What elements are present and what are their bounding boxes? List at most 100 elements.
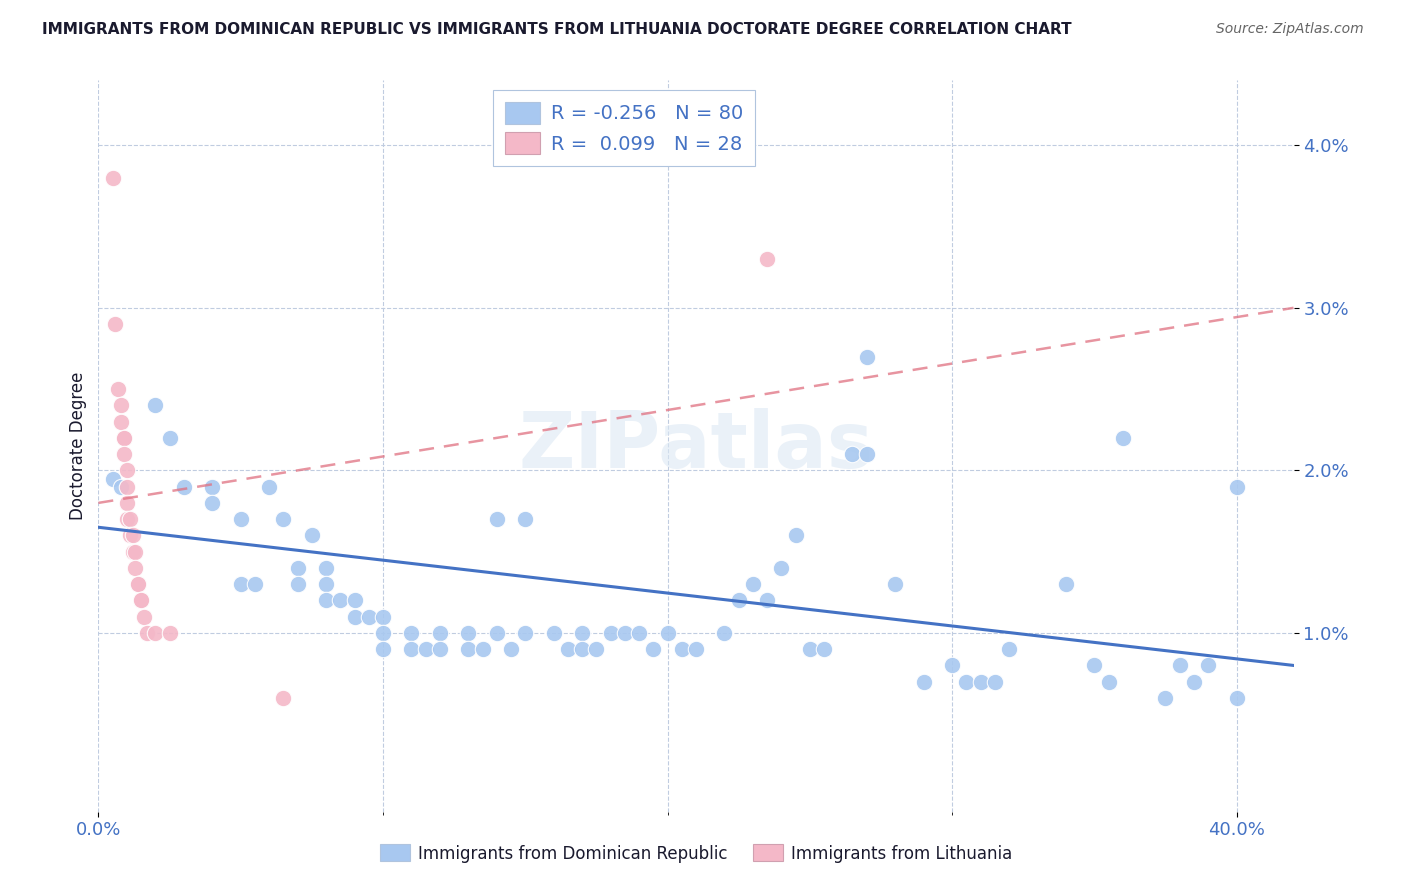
Point xyxy=(969,674,991,689)
Point xyxy=(984,674,1007,689)
Point xyxy=(357,609,380,624)
Point xyxy=(371,609,394,624)
Point xyxy=(912,674,935,689)
Point xyxy=(315,561,337,575)
Point xyxy=(1182,674,1205,689)
Point xyxy=(799,642,821,657)
Point xyxy=(855,350,877,364)
Point xyxy=(173,480,195,494)
Point xyxy=(1226,480,1249,494)
Point xyxy=(1083,658,1105,673)
Point xyxy=(115,512,138,526)
Point xyxy=(112,431,135,445)
Text: ZIPatlas: ZIPatlas xyxy=(519,408,873,484)
Point xyxy=(287,577,309,591)
Point xyxy=(785,528,807,542)
Point xyxy=(315,593,337,607)
Point xyxy=(941,658,963,673)
Point xyxy=(727,593,749,607)
Point xyxy=(485,626,508,640)
Point xyxy=(613,626,636,640)
Point xyxy=(855,447,877,461)
Point xyxy=(124,544,146,558)
Point xyxy=(104,317,127,331)
Point xyxy=(457,626,479,640)
Point xyxy=(124,561,146,575)
Point xyxy=(515,626,537,640)
Point xyxy=(756,593,779,607)
Point xyxy=(115,496,138,510)
Point xyxy=(543,626,565,640)
Point xyxy=(101,170,124,185)
Point xyxy=(1154,690,1177,705)
Point xyxy=(159,431,181,445)
Point xyxy=(998,642,1021,657)
Point xyxy=(401,642,423,657)
Point xyxy=(201,496,224,510)
Point xyxy=(401,626,423,640)
Point xyxy=(201,480,224,494)
Point xyxy=(499,642,522,657)
Point xyxy=(643,642,665,657)
Text: IMMIGRANTS FROM DOMINICAN REPUBLIC VS IMMIGRANTS FROM LITHUANIA DOCTORATE DEGREE: IMMIGRANTS FROM DOMINICAN REPUBLIC VS IM… xyxy=(42,22,1071,37)
Point xyxy=(571,626,593,640)
Point xyxy=(429,642,451,657)
Point xyxy=(813,642,835,657)
Legend: R = -0.256   N = 80, R =  0.099   N = 28: R = -0.256 N = 80, R = 0.099 N = 28 xyxy=(494,90,755,166)
Point xyxy=(127,577,149,591)
Point xyxy=(107,382,129,396)
Point xyxy=(243,577,266,591)
Point xyxy=(301,528,323,542)
Point xyxy=(557,642,579,657)
Point xyxy=(129,593,152,607)
Point xyxy=(371,642,394,657)
Point xyxy=(135,626,157,640)
Point xyxy=(628,626,651,640)
Point xyxy=(229,512,252,526)
Point xyxy=(112,447,135,461)
Point xyxy=(485,512,508,526)
Point xyxy=(471,642,494,657)
Point xyxy=(571,642,593,657)
Point xyxy=(770,561,793,575)
Point xyxy=(1168,658,1191,673)
Point xyxy=(110,480,132,494)
Point xyxy=(287,561,309,575)
Point xyxy=(756,252,779,266)
Point xyxy=(429,626,451,640)
Point xyxy=(132,609,155,624)
Point xyxy=(121,528,143,542)
Point xyxy=(115,463,138,477)
Point xyxy=(257,480,280,494)
Point xyxy=(129,593,152,607)
Point xyxy=(741,577,763,591)
Point xyxy=(1112,431,1135,445)
Point xyxy=(118,512,141,526)
Point xyxy=(118,528,141,542)
Point xyxy=(315,577,337,591)
Point xyxy=(101,471,124,485)
Point xyxy=(884,577,907,591)
Point xyxy=(115,480,138,494)
Point xyxy=(1054,577,1077,591)
Point xyxy=(229,577,252,591)
Point xyxy=(343,609,366,624)
Point xyxy=(143,626,166,640)
Point xyxy=(1226,690,1249,705)
Point xyxy=(121,544,143,558)
Point xyxy=(343,593,366,607)
Point xyxy=(457,642,479,657)
Point xyxy=(273,512,295,526)
Point xyxy=(273,690,295,705)
Point xyxy=(657,626,679,640)
Point xyxy=(415,642,437,657)
Point xyxy=(1197,658,1219,673)
Point xyxy=(713,626,735,640)
Point xyxy=(143,398,166,412)
Point xyxy=(159,626,181,640)
Point xyxy=(685,642,707,657)
Point xyxy=(841,447,863,461)
Y-axis label: Doctorate Degree: Doctorate Degree xyxy=(69,372,87,520)
Point xyxy=(599,626,621,640)
Point xyxy=(329,593,352,607)
